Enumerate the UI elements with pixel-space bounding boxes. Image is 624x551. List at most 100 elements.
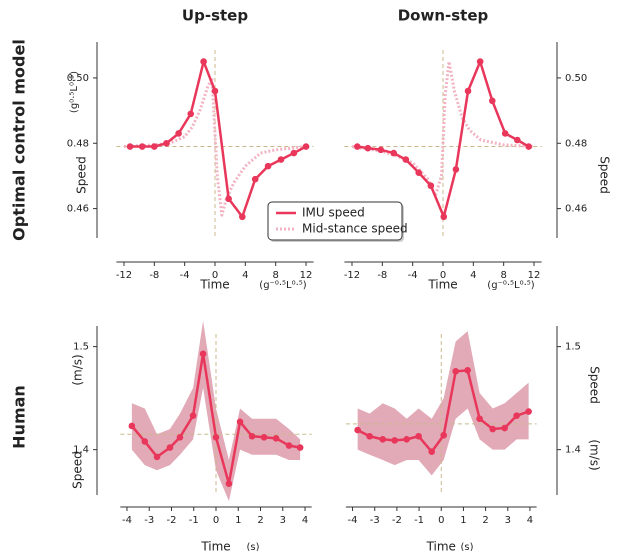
x-tick-label: -1 (414, 515, 424, 526)
point (476, 415, 483, 423)
point (415, 432, 422, 440)
point (128, 422, 136, 430)
point (285, 442, 293, 449)
point (489, 425, 496, 433)
x-axis-label: Time (426, 540, 456, 551)
y-axis-unit: (m/s) (588, 439, 602, 470)
y-tick-label: 1.5 (565, 342, 581, 353)
point (138, 143, 146, 150)
x-tick-label: -1 (189, 515, 199, 526)
point (501, 424, 508, 432)
point (211, 87, 219, 95)
x-tick-label: 0 (440, 270, 446, 281)
x-tick-label: 12 (300, 270, 313, 281)
x-tick-label: -8 (377, 270, 387, 281)
point (428, 448, 436, 456)
x-tick-label: -2 (392, 515, 402, 526)
y-tick-label: 0.50 (565, 73, 587, 84)
point (440, 213, 448, 221)
x-tick-label: 8 (272, 270, 278, 281)
x-tick-label: -4 (348, 515, 358, 526)
x-tick-label: -2 (166, 515, 176, 526)
x-tick-label: 2 (482, 515, 488, 526)
x-tick-label: -3 (370, 515, 380, 526)
x-tick-label: 1 (235, 515, 241, 526)
x-tick-label: -12 (344, 270, 360, 281)
point (354, 426, 361, 434)
x-axis-unit: (s) (246, 542, 259, 551)
x-tick-label: -4 (408, 270, 418, 281)
x-axis-unit: (g⁻⁰·⁵L⁰·⁵) (487, 280, 534, 291)
x-axis-unit: (s) (460, 542, 473, 551)
x-axis-label: Time (200, 540, 230, 551)
point (175, 130, 182, 137)
point (452, 368, 459, 375)
point (302, 143, 310, 150)
x-tick-label: -4 (122, 515, 132, 526)
x-tick-label: 3 (505, 515, 511, 526)
point (290, 149, 298, 157)
row-label: Human (10, 385, 29, 449)
y-axis-label: Speed (598, 156, 612, 194)
row-label: Optimal control model (10, 39, 29, 241)
point (364, 144, 372, 152)
error-band (357, 331, 529, 476)
x-tick-label: 4 (302, 515, 308, 526)
point (153, 453, 161, 461)
y-tick-label: 1.4 (565, 445, 581, 456)
panel-title: Down-step (398, 7, 489, 25)
point (379, 436, 387, 443)
y-tick-label: 0.48 (67, 138, 89, 149)
x-axis-unit: (g⁻⁰·⁵L⁰·⁵) (259, 280, 306, 291)
point (260, 433, 268, 441)
point (212, 433, 220, 441)
point (353, 143, 361, 150)
legend-label: IMU speed (302, 206, 365, 220)
point (163, 139, 170, 147)
x-tick-label: 4 (470, 270, 476, 281)
y-tick-label: 1.4 (73, 445, 89, 456)
point (525, 143, 533, 150)
x-axis-label: Time (427, 278, 457, 292)
point (427, 182, 435, 190)
point (513, 412, 520, 419)
point (176, 433, 184, 441)
point (390, 149, 398, 157)
point (225, 195, 232, 203)
y-tick-label: 0.46 (67, 204, 89, 215)
point (377, 146, 385, 154)
point (277, 156, 285, 163)
point (248, 432, 256, 440)
point (464, 87, 472, 95)
y-axis-label: Speed (71, 451, 85, 489)
point (141, 438, 149, 445)
point (476, 58, 484, 65)
x-tick-label: 3 (280, 515, 286, 526)
x-tick-label: 0 (213, 515, 219, 526)
x-tick-label: 8 (500, 270, 506, 281)
x-tick-label: -8 (149, 270, 159, 281)
panel-title: Up-step (182, 7, 248, 25)
x-tick-label: 1 (460, 515, 466, 526)
point (126, 143, 134, 150)
point (415, 169, 423, 176)
point (236, 418, 244, 426)
point (264, 162, 272, 170)
point (440, 431, 447, 439)
point (464, 367, 471, 374)
point (402, 156, 410, 163)
legend-label: Mid-stance speed (302, 222, 408, 236)
point (189, 412, 197, 419)
point (514, 136, 521, 144)
point (239, 213, 246, 221)
point (166, 444, 174, 451)
point (403, 436, 410, 443)
x-tick-label: -4 (180, 270, 190, 281)
point (296, 444, 304, 451)
y-tick-label: 1.5 (73, 342, 89, 353)
y-tick-label: 0.48 (565, 138, 587, 149)
point (525, 408, 532, 415)
point (452, 166, 460, 173)
legend (267, 201, 403, 241)
